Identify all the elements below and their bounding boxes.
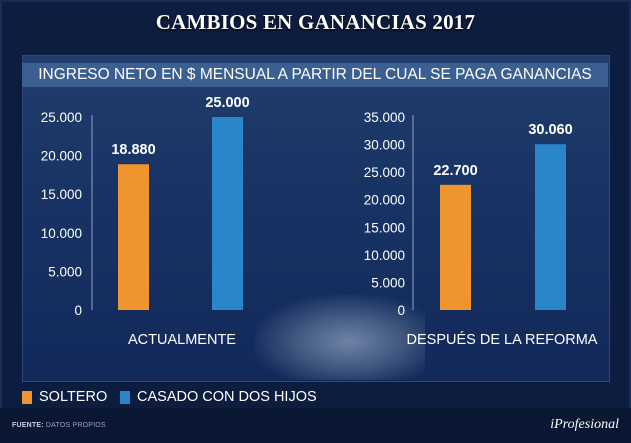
y-tick-label: 20.000 [41, 149, 82, 164]
background-photo [255, 295, 425, 380]
bar-reforma-soltero [440, 184, 471, 310]
chart-subtitle: INGRESO NETO EN $ MENSUAL A PARTIR DEL C… [22, 63, 608, 87]
brand-logo: iProfesional [550, 417, 619, 432]
bar-actualmente-casado [212, 117, 243, 310]
y-tick-label: 20.000 [364, 193, 405, 208]
legend-label-soltero: SOLTERO [39, 389, 108, 405]
legend-swatch-soltero [22, 391, 32, 404]
source-label: FUENTE: [12, 422, 44, 429]
data-label: 22.700 [433, 163, 477, 179]
legend-swatch-casado [120, 391, 130, 404]
legend: SOLTERO CASADO CON DOS HIJOS [0, 388, 631, 408]
y-tick-label: 15.000 [364, 220, 405, 235]
data-label: 30.060 [528, 122, 572, 138]
y-tick-label: 35.000 [364, 110, 405, 125]
y-tick-label: 10.000 [364, 248, 405, 263]
bar-reforma-casado [535, 144, 566, 310]
y-tick-label: 0 [397, 303, 405, 318]
x-axis-label-reforma: DESPUÉS DE LA REFORMA [407, 331, 598, 348]
y-tick-label: 5.000 [48, 264, 82, 279]
y-tick-label: 30.000 [364, 138, 405, 153]
bar-actualmente-soltero [118, 164, 149, 310]
data-label: 18.880 [111, 142, 155, 158]
y-tick-label: 10.000 [41, 226, 82, 241]
y-tick-label: 25.000 [41, 110, 82, 125]
x-axis-label-actualmente: ACTUALMENTE [128, 332, 236, 348]
page-title: CAMBIOS EN GANANCIAS 2017 [155, 10, 476, 34]
legend-label-casado: CASADO CON DOS HIJOS [137, 389, 317, 405]
source-note: FUENTE: DATOS PROPIOS [12, 422, 106, 429]
data-label: 25.000 [205, 95, 249, 111]
source-text: DATOS PROPIOS [45, 422, 106, 429]
y-tick-label: 5.000 [371, 275, 405, 290]
y-tick-label: 15.000 [41, 187, 82, 202]
y-tick-label: 0 [74, 303, 82, 318]
y-tick-label: 25.000 [364, 165, 405, 180]
footer: FUENTE: DATOS PROPIOS iProfesional [0, 408, 631, 443]
